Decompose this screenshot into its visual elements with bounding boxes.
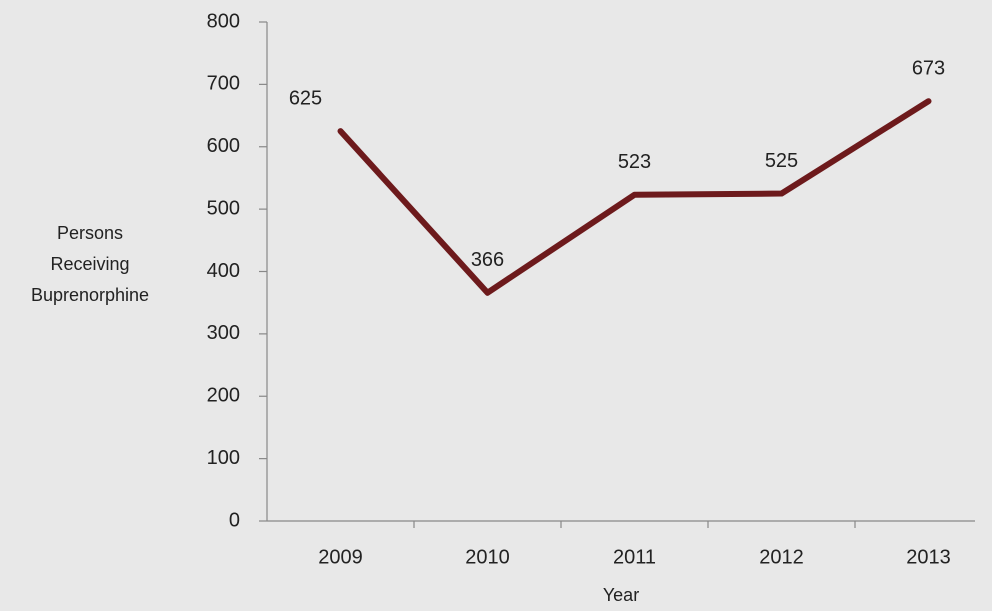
data-label: 673	[912, 57, 945, 79]
y-tick-label: 100	[207, 447, 240, 469]
y-tick-label: 600	[207, 135, 240, 157]
data-label: 525	[765, 150, 798, 172]
y-tick-label: 200	[207, 385, 240, 407]
y-tick-label: 0	[229, 509, 240, 531]
x-tick-label: 2009	[318, 546, 363, 568]
y-tick-label: 500	[207, 197, 240, 219]
data-label: 523	[618, 151, 651, 173]
y-tick-label: 400	[207, 260, 240, 282]
x-tick-label: 2011	[613, 546, 656, 568]
x-tick-label: 2010	[465, 546, 510, 568]
y-tick-label: 700	[207, 73, 240, 95]
x-tick-label: 2013	[906, 546, 951, 568]
data-label: 366	[471, 249, 504, 271]
x-tick-label: 2012	[759, 546, 804, 568]
data-label: 625	[289, 87, 322, 109]
y-axis-label: Persons Receiving Buprenorphine	[31, 223, 149, 305]
y-tick-label: 300	[207, 322, 240, 344]
line	[337, 98, 932, 296]
y-tick-label: 800	[207, 10, 240, 32]
x-axis-label: Year	[603, 585, 639, 605]
